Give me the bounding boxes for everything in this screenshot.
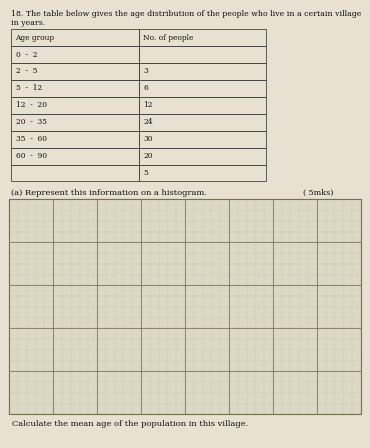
Bar xyxy=(139,97,266,114)
Text: 20  -  35: 20 - 35 xyxy=(16,118,47,126)
Text: Calculate the mean age of the population in this village.: Calculate the mean age of the population… xyxy=(4,420,248,428)
Text: 24: 24 xyxy=(143,118,153,126)
Text: 60  -  90: 60 - 90 xyxy=(16,152,47,160)
Text: 2  -  5: 2 - 5 xyxy=(16,68,37,75)
Bar xyxy=(11,63,139,80)
Text: 30: 30 xyxy=(143,135,153,143)
Bar xyxy=(139,29,266,46)
Bar xyxy=(139,46,266,63)
Bar xyxy=(11,80,139,97)
Bar xyxy=(11,29,139,46)
Bar xyxy=(9,199,361,414)
Bar xyxy=(139,114,266,131)
Bar xyxy=(11,131,139,147)
Text: (a) Represent this information on a histogram.: (a) Represent this information on a hist… xyxy=(11,189,207,197)
Text: Age group: Age group xyxy=(16,34,55,42)
Text: 5  -  12: 5 - 12 xyxy=(16,84,42,92)
Bar xyxy=(11,97,139,114)
Text: 35  -  60: 35 - 60 xyxy=(16,135,47,143)
Text: 12: 12 xyxy=(143,101,153,109)
Bar xyxy=(139,131,266,147)
Text: 20: 20 xyxy=(143,152,153,160)
Text: 5: 5 xyxy=(143,169,148,177)
Bar xyxy=(11,114,139,131)
Bar xyxy=(139,164,266,181)
Text: 3: 3 xyxy=(143,68,148,75)
Bar xyxy=(139,63,266,80)
Text: ( 5mks): ( 5mks) xyxy=(303,189,334,197)
Bar xyxy=(11,147,139,164)
Text: 12  -  20: 12 - 20 xyxy=(16,101,47,109)
Text: 6: 6 xyxy=(143,84,148,92)
Text: No. of people: No. of people xyxy=(143,34,194,42)
Bar xyxy=(11,46,139,63)
Text: 18. The table below gives the age distribution of the people who live in a certa: 18. The table below gives the age distri… xyxy=(11,10,361,27)
Bar xyxy=(139,80,266,97)
Text: 0  -  2: 0 - 2 xyxy=(16,51,37,59)
Bar xyxy=(139,147,266,164)
Bar xyxy=(11,164,139,181)
